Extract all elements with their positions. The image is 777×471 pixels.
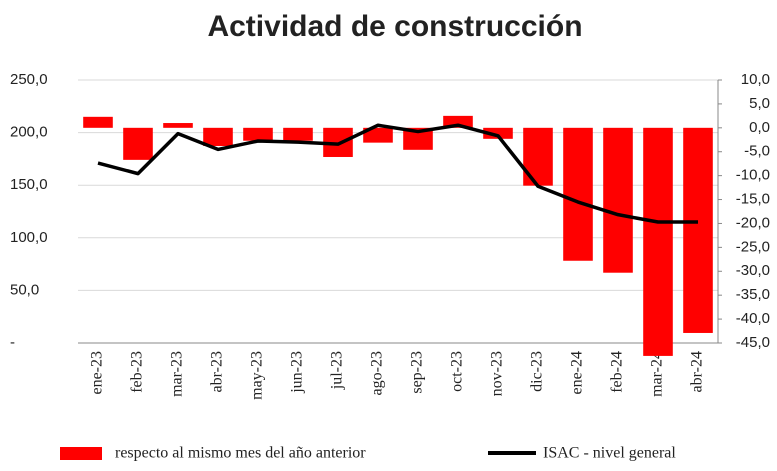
bar bbox=[643, 127, 673, 356]
y-tick-label: 150,0 bbox=[10, 176, 48, 193]
y2-tick-label: -20,0 bbox=[736, 214, 770, 231]
y2-tick-label: -25,0 bbox=[736, 238, 770, 255]
bar bbox=[163, 123, 193, 128]
x-tick-label: mar-24 bbox=[649, 351, 666, 397]
bar bbox=[403, 127, 433, 150]
y2-tick-label: -35,0 bbox=[736, 286, 770, 303]
y-tick-label: 50,0 bbox=[10, 281, 39, 298]
bar bbox=[283, 127, 313, 141]
y2-tick-label: 10,0 bbox=[741, 71, 770, 88]
x-tick-label: dic-23 bbox=[529, 351, 546, 392]
x-tick-label: sep-23 bbox=[409, 351, 426, 394]
x-tick-label: mar-23 bbox=[169, 351, 186, 397]
bar bbox=[683, 127, 713, 333]
y2-tick-label: 0,0 bbox=[749, 119, 770, 136]
legend-swatch bbox=[60, 447, 102, 460]
x-tick-label: nov-23 bbox=[489, 351, 506, 396]
y2-tick-label: -30,0 bbox=[736, 262, 770, 279]
y-tick-label: 100,0 bbox=[10, 229, 48, 246]
x-tick-label: may-23 bbox=[249, 351, 266, 400]
bar bbox=[243, 127, 273, 141]
y2-tick-label: -10,0 bbox=[736, 167, 770, 184]
bar bbox=[523, 127, 553, 186]
y2-tick-label: -15,0 bbox=[736, 191, 770, 208]
bar bbox=[563, 127, 593, 261]
x-tick-label: abr-23 bbox=[209, 351, 226, 392]
legend-label: respecto al mismo mes del año anterior bbox=[115, 445, 366, 462]
x-tick-label: abr-24 bbox=[689, 351, 706, 392]
y-tick-label: 250,0 bbox=[10, 71, 48, 88]
y2-tick-label: -5,0 bbox=[744, 143, 770, 160]
x-tick-label: ago-23 bbox=[369, 351, 386, 395]
y2-tick-label: 5,0 bbox=[749, 95, 770, 112]
bar bbox=[83, 116, 113, 128]
x-tick-label: jun-23 bbox=[289, 351, 306, 394]
x-tick-label: ene-23 bbox=[89, 351, 106, 395]
bar bbox=[203, 127, 233, 146]
bar bbox=[123, 127, 153, 160]
y-tick-label: 200,0 bbox=[10, 124, 48, 141]
bar bbox=[363, 127, 393, 143]
y2-tick-label: -45,0 bbox=[736, 334, 770, 351]
chart-title: Actividad de construcción bbox=[207, 10, 582, 43]
bar bbox=[443, 115, 473, 128]
y2-tick-label: -40,0 bbox=[736, 310, 770, 327]
x-tick-label: feb-24 bbox=[609, 351, 626, 393]
x-tick-label: oct-23 bbox=[449, 351, 466, 392]
bar bbox=[483, 127, 513, 139]
x-tick-label: ene-24 bbox=[569, 351, 586, 395]
x-tick-label: feb-23 bbox=[129, 351, 146, 393]
line bbox=[97, 123, 698, 224]
y-tick-label: - bbox=[10, 334, 15, 351]
x-tick-label: jul-23 bbox=[329, 351, 346, 390]
legend-label: ISAC - nivel general bbox=[543, 445, 676, 462]
bar bbox=[603, 127, 633, 273]
